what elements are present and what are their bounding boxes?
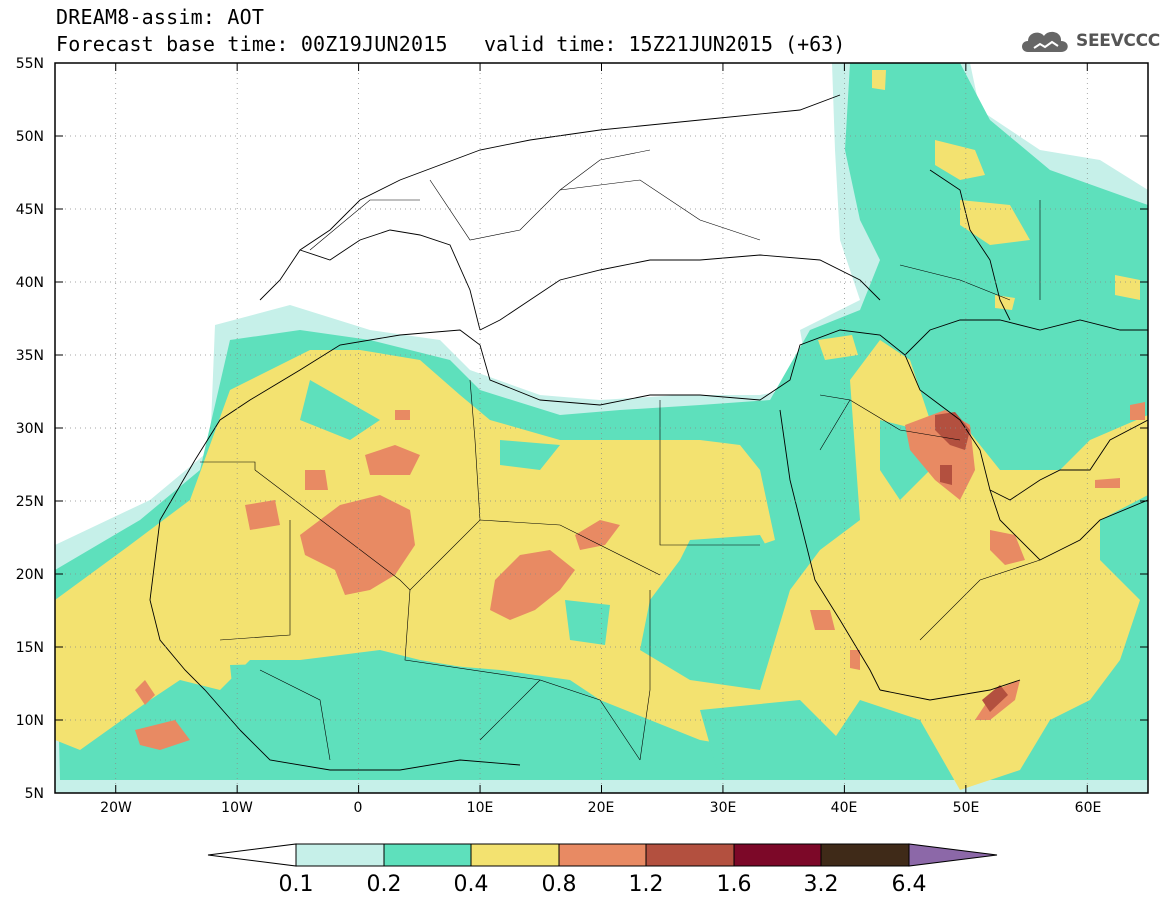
colorbar-label: 0.8	[542, 872, 577, 897]
coastlines	[149, 94, 1148, 771]
base-time: Forecast base time: 00Z19JUN2015	[56, 32, 448, 56]
lat-label: 55N	[16, 56, 44, 72]
valid-time: valid time: 15Z21JUN2015 (+63)	[484, 32, 846, 56]
colorbar: 0.1 0.2 0.4 0.8 1.2 1.6 3.2 6.4	[207, 843, 998, 897]
colorbar-label: 6.4	[892, 872, 927, 897]
lat-label: 40N	[16, 275, 44, 291]
colorbar-swatch	[470, 843, 560, 867]
colorbar-swatch	[383, 843, 472, 867]
lat-label: 20N	[16, 567, 44, 583]
lon-axis: 20W 10W 0 10E 20E 30E 40E 50E 60E	[100, 800, 1101, 816]
colorbar-label: 1.2	[629, 872, 664, 897]
lat-label: 5N	[25, 786, 44, 802]
lat-label: 10N	[16, 713, 44, 729]
lon-label: 10E	[467, 800, 494, 816]
colorbar-swatch	[558, 843, 647, 867]
country-borders	[200, 149, 1041, 761]
lon-label: 50E	[953, 800, 980, 816]
aot-level-0.4	[55, 340, 1148, 790]
lat-label: 35N	[16, 348, 44, 364]
colorbar-label: 0.2	[367, 872, 402, 897]
lat-axis: 55N 50N 45N 40N 35N 30N 25N 20N 15N 10N …	[16, 56, 44, 802]
lon-label: 20E	[588, 800, 615, 816]
colorbar-label: 3.2	[804, 872, 839, 897]
logo-text: SEEVCCC	[1076, 31, 1160, 51]
lon-label: 10W	[221, 800, 253, 816]
colorbar-swatch	[733, 843, 822, 867]
lat-label: 45N	[16, 202, 44, 218]
colorbar-label: 0.4	[454, 872, 489, 897]
colorbar-over-triangle	[908, 843, 998, 867]
lon-label: 0	[354, 800, 363, 816]
lon-label: 40E	[831, 800, 858, 816]
colorbar-swatch	[645, 843, 735, 867]
gridlines	[55, 63, 1148, 793]
lon-label: 20W	[100, 800, 132, 816]
colorbar-label: 0.1	[279, 872, 314, 897]
cloud-icon	[1022, 31, 1068, 52]
colorbar-label: 1.6	[717, 872, 752, 897]
lat-label: 30N	[16, 421, 44, 437]
lat-label: 15N	[16, 640, 44, 656]
colorbar-swatch	[295, 843, 385, 867]
axis-ticks	[55, 62, 1148, 794]
seevccc-logo: SEEVCCC	[1018, 26, 1160, 56]
lat-label: 50N	[16, 129, 44, 145]
lat-label: 25N	[16, 494, 44, 510]
colorbar-swatch	[820, 843, 910, 867]
colorbar-under-triangle	[207, 843, 297, 867]
lon-label: 30E	[710, 800, 737, 816]
map-title: DREAM8-assim: AOT	[56, 5, 265, 29]
lon-label: 60E	[1075, 800, 1102, 816]
